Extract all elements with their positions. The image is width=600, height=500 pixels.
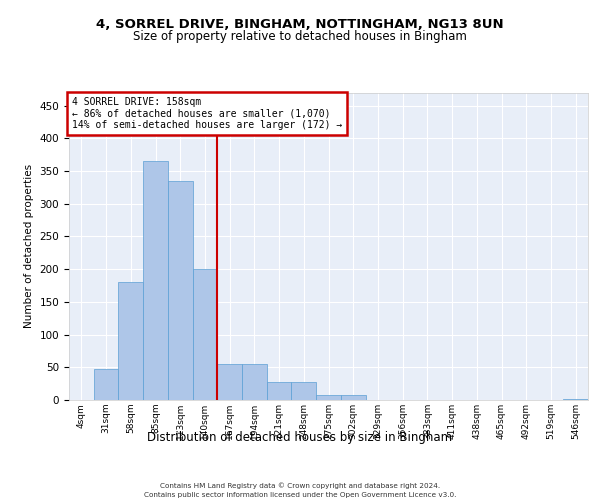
Text: Size of property relative to detached houses in Bingham: Size of property relative to detached ho… [133, 30, 467, 43]
Bar [217, 364, 242, 400]
Text: Distribution of detached houses by size in Bingham: Distribution of detached houses by size … [148, 431, 452, 444]
Bar [143, 161, 168, 400]
Bar [316, 396, 341, 400]
Bar [242, 364, 267, 400]
Bar [267, 382, 292, 400]
Bar [563, 398, 588, 400]
Bar [341, 396, 365, 400]
Bar [292, 382, 316, 400]
Bar [168, 181, 193, 400]
Bar [94, 369, 118, 400]
Text: 4, SORREL DRIVE, BINGHAM, NOTTINGHAM, NG13 8UN: 4, SORREL DRIVE, BINGHAM, NOTTINGHAM, NG… [96, 18, 504, 30]
Bar [118, 282, 143, 400]
Text: Contains HM Land Registry data © Crown copyright and database right 2024.
Contai: Contains HM Land Registry data © Crown c… [144, 482, 456, 498]
Bar [193, 269, 217, 400]
Text: 4 SORREL DRIVE: 158sqm
← 86% of detached houses are smaller (1,070)
14% of semi-: 4 SORREL DRIVE: 158sqm ← 86% of detached… [71, 97, 342, 130]
Y-axis label: Number of detached properties: Number of detached properties [24, 164, 34, 328]
